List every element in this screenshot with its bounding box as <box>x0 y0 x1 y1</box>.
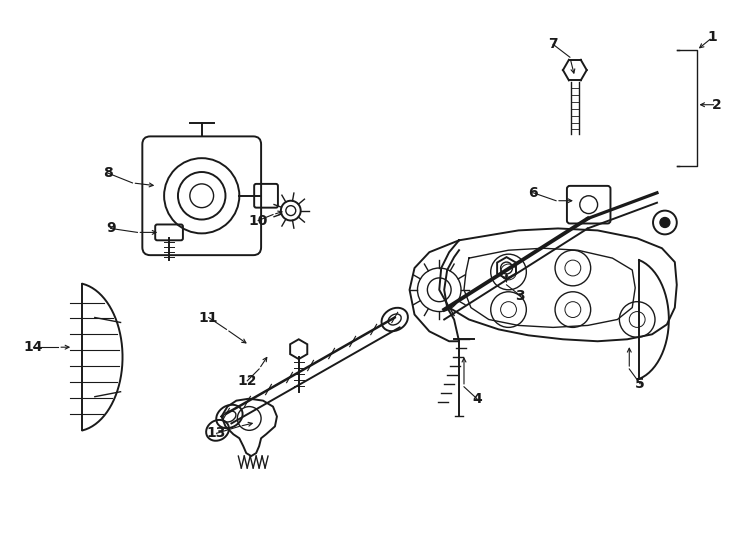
Text: 11: 11 <box>199 310 219 325</box>
Text: 12: 12 <box>238 374 257 388</box>
Text: 6: 6 <box>528 186 538 200</box>
Text: 2: 2 <box>711 98 722 112</box>
Text: 9: 9 <box>106 221 115 235</box>
Text: 13: 13 <box>207 426 226 440</box>
Text: 14: 14 <box>23 340 43 354</box>
Text: 1: 1 <box>708 30 717 44</box>
Text: 10: 10 <box>248 213 268 227</box>
Text: 7: 7 <box>548 37 558 51</box>
Text: 4: 4 <box>472 392 482 406</box>
Circle shape <box>660 218 670 227</box>
Text: 3: 3 <box>515 289 526 303</box>
Text: 8: 8 <box>103 166 112 180</box>
Text: 5: 5 <box>636 377 645 391</box>
